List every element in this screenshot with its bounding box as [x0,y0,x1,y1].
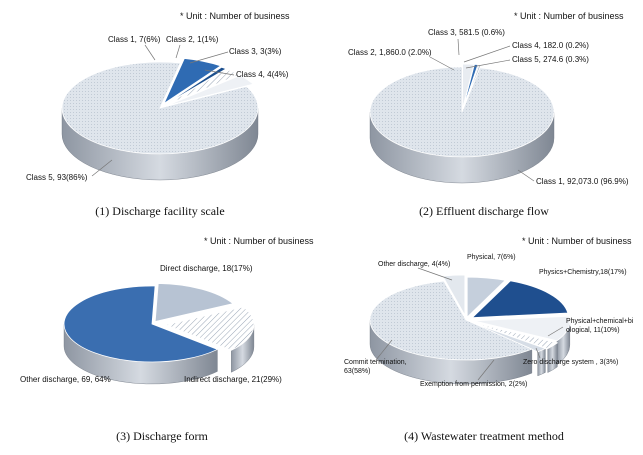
pie-slice-class-5 [462,64,482,110]
slice-label-other-discharge: Other discharge, 69, 64% [20,375,111,384]
slice-label-class-5: Class 5, 93(86%) [26,173,88,182]
slice-label-commit-termination: Commit termination, 63(58%) [344,359,409,375]
leader-line [417,267,453,281]
leader-line [517,169,535,182]
leader-line [547,326,564,337]
pie-side [369,319,571,385]
label-line: ological, 11(10%) [566,327,620,334]
pie-slice-class-5 [61,61,259,155]
leader-line [429,56,455,71]
slice-label-class-1: Class 1, 92,073.0 (96.9%) [536,177,629,186]
slice-label-class-4: Class 4, 182.0 (0.2%) [512,41,589,50]
leader-line [477,359,495,381]
slice-label-physical: Physical, 7(6%) [467,254,516,261]
slice-label-class-5: Class 5, 274.6 (0.3%) [512,55,589,64]
pie-slice-zero-discharge-system [474,322,559,350]
slice-label-class-1: Class 1, 7(6%) [108,35,161,44]
leader-line [189,51,229,64]
unit-note: * Unit : Number of business [180,11,290,21]
leader-line [204,69,235,76]
pie-slice-class-2 [164,66,227,106]
pie-chart-effluent-discharge-flow: * Unit : Number of business Class 3, 581… [348,11,629,218]
pie-slice-direct-discharge [154,283,234,322]
slice-label-class-4: Class 4, 4(4%) [236,70,289,79]
pie-slice-class-2 [461,63,475,110]
slice-label-indirect-discharge: Indirect discharge, 21(29%) [184,375,282,384]
slice-label-class-2: Class 2, 1(1%) [166,35,219,44]
pie-slice-physical-chemical-biological [473,315,571,342]
slice-label-direct-discharge: Direct discharge, 18(17%) [160,264,253,273]
pie-slice-class-1 [369,66,555,158]
pie-chart-discharge-form: * Unit : Number of business Direct disch… [20,236,314,443]
label-line: Commit termination, [344,359,407,366]
slice-label-exemption: Exemption from permission, 2(2%) [420,381,527,388]
unit-note: * Unit : Number of business [204,236,314,246]
pie-slice-other-discharge [442,274,466,317]
slice-label-class-2: Class 2, 1,860.0 (2.0%) [348,48,432,57]
label-line: Physical+chemical+bi [566,318,634,325]
leader-line [463,45,511,63]
chart-caption: (4) Wastewater treatment method [404,429,564,443]
slice-label-physical-chemical-biological: Physical+chemical+bi ological, 11(10%) [566,318,635,334]
chart-caption: (1) Discharge facility scale [95,204,224,218]
leader-line [91,159,113,177]
slice-label-class-3: Class 3, 3(3%) [229,47,282,56]
unit-note: * Unit : Number of business [514,11,624,21]
pie-chart-discharge-facility-scale: * Unit : Number of business Class 1, 7(6… [26,11,290,218]
unit-note: * Unit : Number of business [522,236,632,246]
pie-chart-wastewater-treatment-method: * Unit : Number of business Other discha… [344,236,635,443]
pie-slice-physical [466,276,507,319]
slice-label-other-discharge: Other discharge, 4(4%) [378,261,450,268]
slice-label-physics-chemistry: Physics+Chemistry,18(17%) [539,269,627,276]
pie-slice-commit-termination [369,280,533,361]
slice-label-zero-discharge: Zero discharge system , 3(3%) [523,359,618,366]
pie-slice-other-discharge [63,285,219,363]
leader-line [457,38,460,56]
leader-line [465,59,511,69]
label-line: 63(58%) [344,368,370,375]
leader-line [144,44,156,61]
chart-caption: (2) Effluent discharge flow [419,204,549,218]
leader-line [375,339,393,361]
pie-slice-indirect-discharge [164,306,255,351]
pie-slice-physics-chemistry [471,280,569,319]
slice-label-class-3: Class 3, 581.5 (0.6%) [428,28,505,37]
pie-slice-class-1 [163,58,222,105]
leader-line [535,347,541,359]
leader-line [175,44,181,59]
pie-slice-class-4 [166,74,254,107]
chart-caption: (3) Discharge form [116,429,208,443]
pie-slice-class-3 [165,68,241,106]
